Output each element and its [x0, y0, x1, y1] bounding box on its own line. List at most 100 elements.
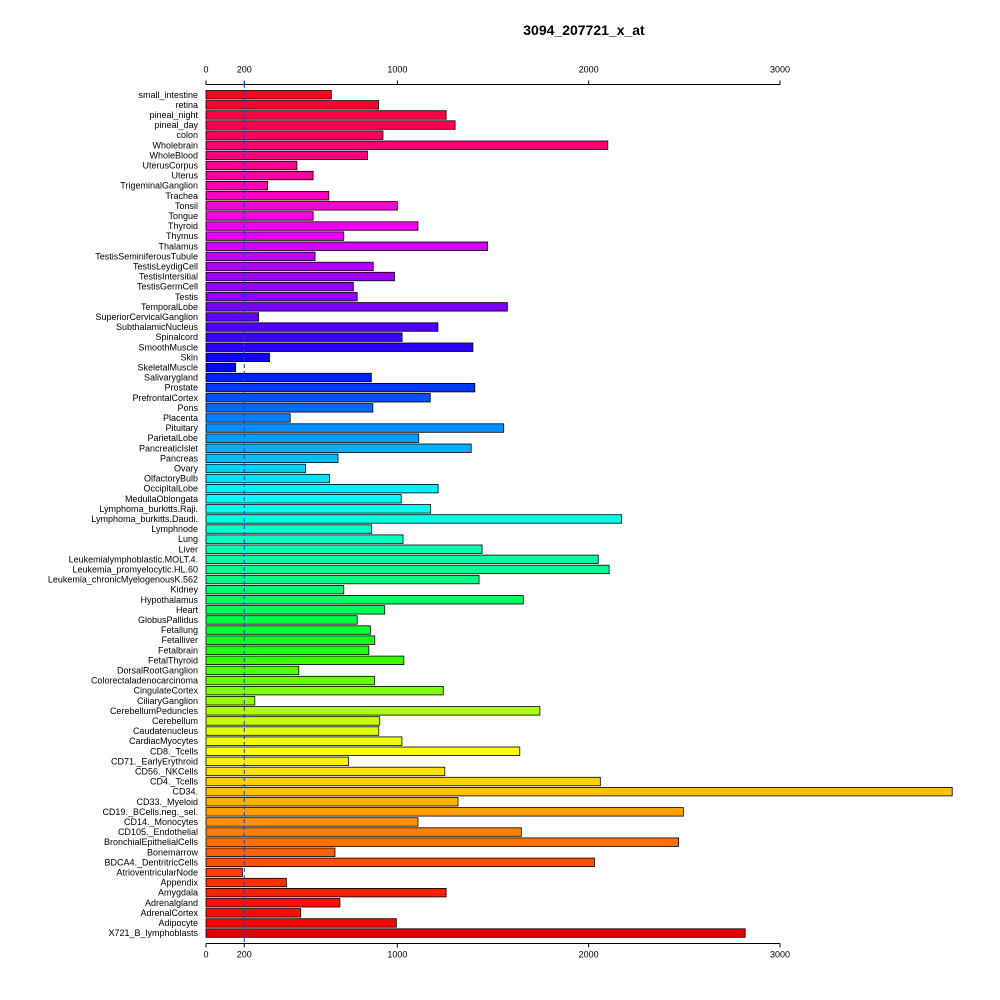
bar	[205, 453, 339, 464]
category-label: Salivarygland	[144, 373, 198, 383]
bar	[205, 574, 480, 585]
category-label: SubthalamicNucleus	[116, 322, 199, 332]
category-label: retina	[175, 100, 198, 110]
category-label: Heart	[176, 605, 199, 615]
bar	[205, 413, 291, 423]
category-label: TestisGermCell	[137, 282, 198, 292]
bar	[205, 928, 746, 938]
bar	[205, 645, 370, 655]
category-label: UterusCorpus	[142, 160, 198, 170]
bar	[205, 251, 316, 262]
category-label: TemporalLobe	[141, 302, 198, 312]
category-label: Testis	[175, 292, 199, 302]
category-label: Tonsil	[175, 201, 198, 211]
category-label: Pancreas	[160, 453, 199, 463]
category-label: Liver	[178, 544, 198, 554]
tick-label: 3000	[770, 950, 790, 960]
bar	[205, 201, 398, 211]
category-label: CD8._Tcells	[150, 746, 199, 756]
bar	[205, 615, 358, 625]
category-label: Placenta	[163, 413, 198, 423]
tick-label: 200	[237, 65, 252, 75]
chart-title: 3094_207721_x_at	[523, 22, 645, 38]
category-label: CD33._Myeloid	[136, 797, 198, 807]
category-label: Caudatenucleus	[133, 726, 199, 736]
category-label: CD105._Endothelial	[118, 827, 198, 837]
category-label: CardiacMyocytes	[129, 736, 199, 746]
category-label: PancreaticIslet	[139, 443, 199, 453]
category-label: Fetallung	[161, 625, 198, 635]
category-label: CD56._NKCells	[135, 766, 199, 776]
bar	[205, 696, 256, 706]
category-label: TestisIntersitial	[139, 272, 198, 282]
category-label: Kidney	[170, 585, 198, 595]
bar	[205, 90, 332, 100]
category-label: CiliaryGanglion	[137, 696, 198, 706]
category-label: CerebellumPeduncles	[110, 706, 199, 716]
tick-label: 1000	[387, 65, 407, 75]
bar	[205, 746, 521, 756]
bar	[205, 110, 447, 120]
bar	[205, 736, 403, 746]
bar	[205, 332, 403, 342]
category-label: Uterus	[171, 171, 198, 181]
bar	[205, 655, 405, 665]
bar	[205, 625, 371, 635]
category-label: Adrenalgland	[145, 898, 198, 908]
category-label: DorsalRootGanglion	[117, 665, 198, 675]
category-label: colon	[176, 130, 198, 140]
bar	[205, 180, 269, 191]
category-label: Amygdala	[158, 888, 198, 898]
category-label: Lymphoma_burkitts.Raji.	[99, 504, 198, 514]
category-label: Lymphoma_burkitts.Daudi.	[91, 514, 198, 524]
category-label: Leukemia_promyelocytic.HL.60	[72, 564, 198, 574]
bar	[205, 776, 601, 787]
bar	[205, 807, 684, 817]
bar	[205, 726, 380, 736]
category-label: Spinalcord	[155, 332, 198, 342]
category-label: GlobusPallidus	[138, 615, 199, 625]
bar	[205, 241, 489, 251]
bar	[205, 372, 372, 383]
bar	[205, 473, 330, 484]
category-label: Lymphnode	[151, 524, 198, 534]
category-label: CD14._Monocytes	[124, 817, 199, 827]
category-label: Colorectaladenocarcinoma	[91, 676, 198, 686]
category-label: Thalamus	[158, 241, 198, 251]
category-label: Fetalliver	[161, 635, 198, 645]
bottom-axis: 0 200 1000 2000 3000	[203, 943, 790, 960]
bar	[205, 756, 349, 766]
category-label: Skin	[180, 352, 198, 362]
bar	[205, 564, 610, 575]
tick-label: 2000	[579, 65, 599, 75]
category-label: FetalThyroid	[148, 655, 198, 665]
tick-label: 2000	[579, 950, 599, 960]
bar	[205, 706, 541, 716]
bar	[205, 382, 476, 393]
category-label: Leukemia_chronicMyelogenousK.562	[48, 575, 198, 585]
category-label: pineal_night	[149, 110, 198, 120]
category-label: SkeletalMuscle	[137, 362, 198, 372]
category-label: TestisLeydigCell	[133, 261, 198, 271]
category-label: MedullaOblongata	[125, 494, 198, 504]
category-label: TestisSeminiferousTubule	[95, 251, 198, 261]
category-label: CD71._EarlyErythroid	[111, 756, 198, 766]
bar	[205, 120, 456, 130]
bar	[205, 524, 373, 534]
bar	[205, 494, 402, 504]
category-label: SuperiorCervicalGanglion	[95, 312, 198, 322]
category-label: Pons	[177, 403, 198, 413]
bar	[205, 918, 397, 928]
bar	[205, 423, 505, 433]
tick-label: 0	[203, 950, 208, 960]
category-label: small_intestine	[138, 90, 198, 100]
category-labels: small_intestineretinapineal_nightpineal_…	[48, 90, 199, 938]
category-label: Thyroid	[168, 221, 198, 231]
bar	[205, 817, 419, 827]
category-label: Tongue	[168, 211, 198, 221]
bar	[205, 847, 336, 857]
bar	[205, 443, 472, 453]
category-label: Bonemarrow	[147, 847, 199, 857]
category-label: WholeBlood	[149, 150, 198, 160]
